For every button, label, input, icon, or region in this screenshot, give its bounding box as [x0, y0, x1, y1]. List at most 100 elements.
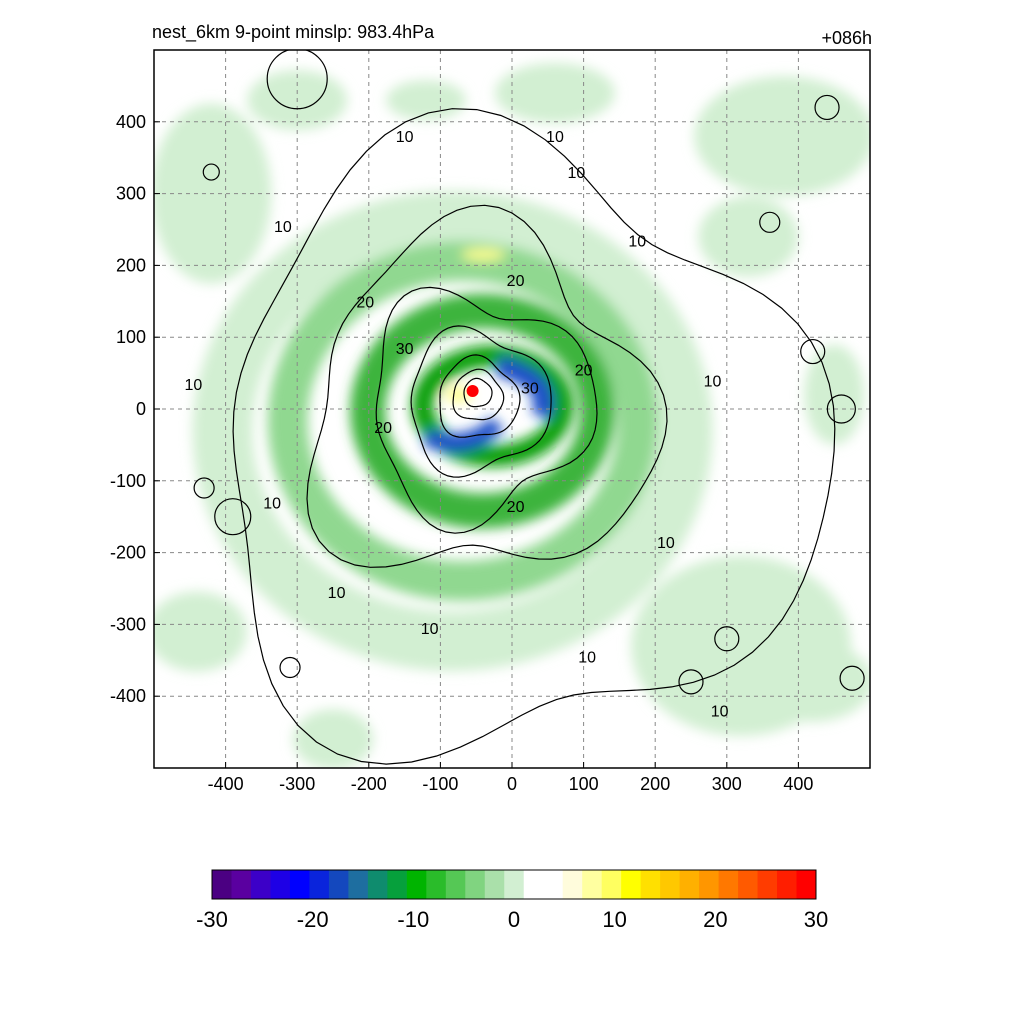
colorbar-swatch	[562, 870, 583, 899]
contour-line	[193, 477, 215, 499]
shade-patch	[694, 76, 870, 197]
colorbar-swatch	[718, 870, 739, 899]
colorbar-swatch	[582, 870, 603, 899]
contour-line	[410, 325, 552, 478]
x-tick-label: -200	[351, 774, 387, 794]
x-tick-label: 200	[640, 774, 670, 794]
contour-line	[839, 665, 865, 691]
shade-core	[495, 356, 554, 420]
contour-label: 30	[396, 341, 414, 358]
x-tick-label: -300	[279, 774, 315, 794]
contour-label: 30	[521, 380, 539, 397]
colorbar: -30 -20 -10 0 10 20 30	[196, 869, 828, 932]
colorbar-swatch	[601, 870, 622, 899]
colorbar-swatch	[212, 870, 232, 899]
forecast-hour-label: +086h	[821, 28, 872, 48]
colorbar-tick-label: 20	[703, 907, 727, 932]
contour-line	[306, 204, 668, 568]
colorbar-swatch	[270, 870, 291, 899]
colorbar-swatch	[231, 870, 252, 899]
shade-patch	[698, 196, 799, 277]
x-tick-label: 100	[569, 774, 599, 794]
colorbar-frame	[211, 869, 817, 900]
colorbar-swatch	[445, 870, 466, 899]
contour-line	[452, 368, 505, 421]
contour-label: 10	[578, 650, 596, 667]
x-tick-label: 400	[783, 774, 813, 794]
colorbar-swatch	[777, 870, 798, 899]
shade-patch	[293, 709, 373, 768]
colorbar-swatch	[250, 870, 271, 899]
y-tick-label: -200	[110, 543, 146, 563]
shade-patch	[752, 641, 870, 722]
contour-line	[439, 354, 521, 438]
contour-line	[279, 656, 301, 679]
shade-positive	[461, 248, 506, 261]
y-tick-label: -300	[110, 614, 146, 634]
contour-label: 10	[263, 495, 281, 512]
colorbar-swatch	[309, 870, 330, 899]
colorbar-swatch	[484, 870, 505, 899]
colorbar-tick-label: 0	[508, 907, 520, 932]
shade-patch	[804, 344, 865, 445]
shade-band	[411, 345, 574, 468]
storm-center-marker	[466, 385, 479, 398]
contours	[193, 50, 865, 765]
contour-label: 20	[507, 273, 525, 290]
colorbar-tick-label: -30	[196, 907, 228, 932]
colorbar-swatch	[699, 870, 720, 899]
colorbar-swatch	[504, 870, 525, 899]
contour-label: 10	[184, 377, 202, 394]
contour-label: 10	[568, 165, 586, 182]
x-tick-label: -100	[422, 774, 458, 794]
contour-line	[463, 377, 493, 408]
shade-band	[192, 191, 713, 672]
shade-band	[267, 241, 658, 602]
colorbar-swatch	[796, 870, 817, 899]
shading-layer	[154, 63, 870, 768]
contour-label: 10	[396, 129, 414, 146]
colorbar-swatch	[465, 870, 486, 899]
shade-patch	[494, 63, 615, 124]
contour-line	[814, 94, 840, 121]
colorbar-swatch	[679, 870, 700, 899]
y-tick-label: 0	[136, 399, 146, 419]
contour-line	[826, 394, 856, 424]
colorbar-swatch	[367, 870, 388, 899]
contour-line	[214, 498, 252, 536]
colorbar-swatch	[660, 870, 681, 899]
colorbar-swatch	[757, 870, 778, 899]
contour-label: 10	[628, 233, 646, 250]
contour-label: 20	[575, 363, 593, 380]
contour-label: 20	[356, 294, 374, 311]
contour-labels: 10 10 10 10 10 20 20 30 30 20 10 10 20 20 10 10 10 10 10 10	[184, 129, 728, 720]
contour-line	[800, 338, 826, 365]
x-tick-label: 300	[712, 774, 742, 794]
y-tick-label: -100	[110, 471, 146, 491]
contour-line	[232, 108, 836, 765]
shade-patch	[154, 591, 247, 672]
contour-line	[266, 50, 328, 110]
colorbar-swatch	[543, 870, 564, 899]
y-tick-label: 400	[116, 112, 146, 132]
contour-line	[202, 163, 220, 181]
contour-label: 10	[328, 585, 346, 602]
contour-label: 10	[421, 621, 439, 638]
colorbar-tick-label: -20	[297, 907, 329, 932]
colorbar-swatch	[523, 870, 544, 899]
colorbar-tick-label: 10	[602, 907, 626, 932]
contour-label: 10	[274, 219, 292, 236]
colorbar-swatch	[406, 870, 427, 899]
contour-label: 10	[657, 535, 675, 552]
colorbar-swatch	[289, 870, 310, 899]
contour-line	[714, 626, 740, 652]
y-tick-label: 100	[116, 327, 146, 347]
colorbar-tick-label: 30	[804, 907, 828, 932]
contour-line	[759, 211, 781, 233]
y-tick-label: 200	[116, 255, 146, 275]
x-axis: -400 -300 -200 -100 0 100 200 300 400	[208, 762, 813, 794]
colorbar-swatch	[640, 870, 661, 899]
colorbar-swatch	[426, 870, 447, 899]
contour-label: 20	[374, 420, 392, 437]
